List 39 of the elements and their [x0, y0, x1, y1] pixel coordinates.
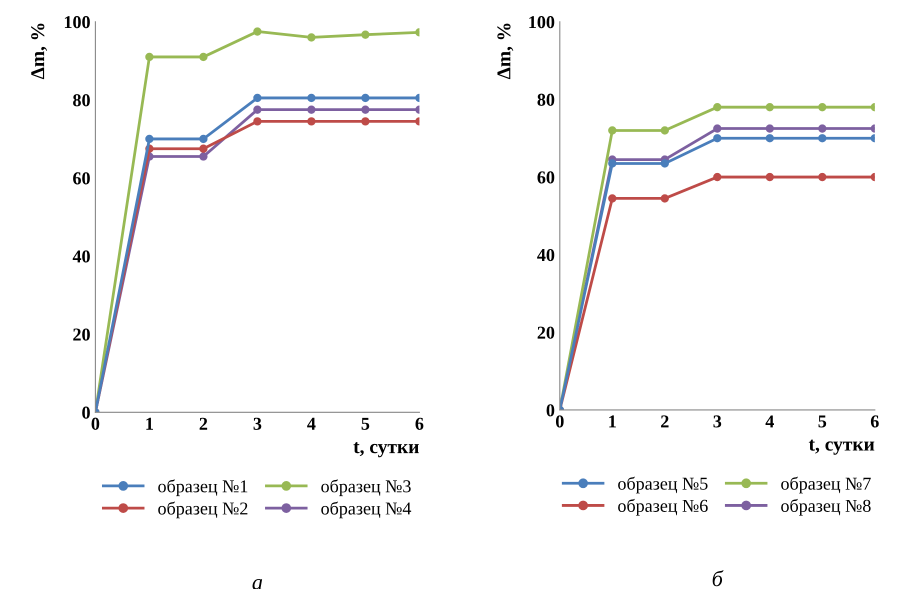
x-tick-label: 5	[818, 416, 826, 428]
x-tick-label: 0	[556, 415, 564, 428]
y-tick-label: 60	[73, 172, 90, 184]
x-tick-label: 6	[870, 415, 879, 428]
y-tick-label: 60	[538, 171, 554, 184]
y-tick-label: 100	[529, 16, 554, 28]
x-tick-label: 4	[766, 415, 774, 428]
x-axis-title: t, сутки	[808, 440, 874, 455]
legend-label: образец №6	[618, 498, 708, 516]
legend-label: образец №7	[781, 476, 871, 494]
y-tick-label: 80	[73, 94, 90, 106]
x-tick-label: 0	[92, 418, 100, 430]
legend-label: образец №2	[158, 502, 248, 518]
y-tick-label: 40	[72, 250, 90, 263]
x-tick-label: 1	[146, 418, 153, 430]
x-tick-label: 4	[307, 418, 316, 430]
text: б	[712, 570, 724, 586]
legend-label: образец №3	[321, 479, 411, 496]
y-tick-label: 40	[537, 248, 554, 262]
y-tick-label: 80	[537, 94, 554, 106]
legend-label: образец №1	[158, 479, 248, 496]
y-tick-label: 0	[82, 406, 90, 419]
y-tick-label: 20	[73, 328, 90, 341]
x-tick-label: 2	[661, 415, 669, 428]
x-tick-label: 3	[254, 418, 262, 430]
legend-label: образец №8	[781, 498, 871, 516]
x-tick-label: 2	[200, 418, 208, 430]
x-tick-label: 6	[416, 418, 424, 430]
legend-label: образец №4	[321, 502, 412, 518]
y-tick-label: 100	[64, 16, 90, 28]
x-tick-label: 5	[362, 418, 370, 430]
x-tick-label: 1	[609, 415, 616, 428]
y-axis-title: Δm, %	[31, 24, 48, 80]
x-tick-label: 3	[713, 415, 722, 428]
x-axis-title: t, сутки	[353, 442, 419, 458]
y-tick-label: 0	[546, 404, 554, 416]
y-tick-label: 20	[538, 326, 554, 339]
legend-label: образец №5	[618, 476, 708, 494]
y-axis-title: Δm, %	[497, 24, 514, 80]
